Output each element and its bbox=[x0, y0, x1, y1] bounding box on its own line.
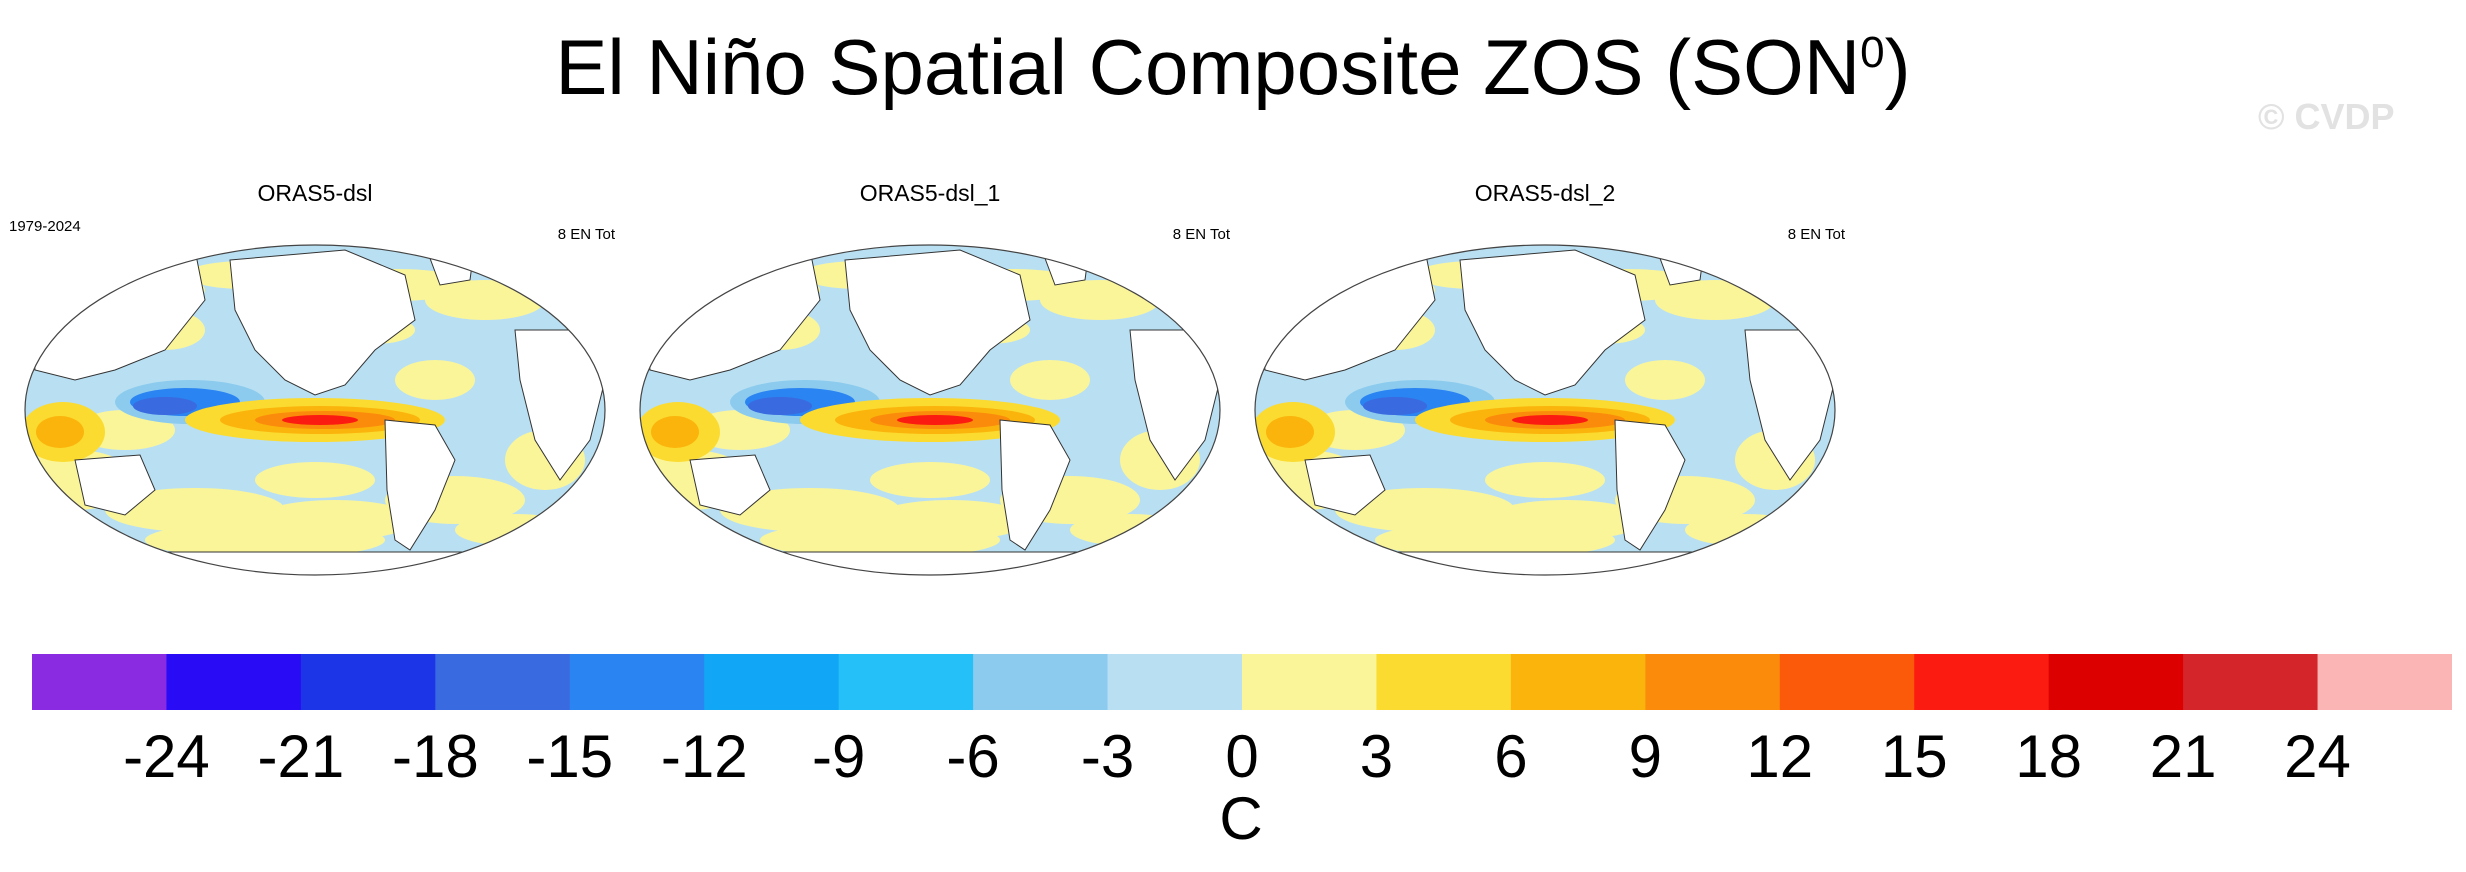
colorbar-swatch bbox=[1645, 654, 1781, 710]
colorbar-swatch bbox=[838, 654, 974, 710]
colorbar-tick-label: 18 bbox=[2015, 723, 2083, 790]
colorbar-swatch bbox=[300, 654, 436, 710]
map-frame bbox=[1254, 244, 1836, 576]
cvdp-watermark: © CVDP bbox=[2258, 96, 2395, 137]
colorbar-swatch bbox=[435, 654, 571, 710]
world-map bbox=[24, 244, 606, 576]
ocean-field bbox=[25, 245, 605, 575]
panel-count-label: 8 EN Tot bbox=[557, 226, 615, 243]
title-text: El Niño Spatial Composite ZOS (SON bbox=[555, 23, 1861, 111]
colorbar-tick-label: 15 bbox=[1880, 723, 1948, 790]
world-map bbox=[639, 244, 1221, 576]
map-frame bbox=[639, 244, 1221, 576]
colorbar-tick-label: -3 bbox=[1080, 723, 1135, 790]
map-frame bbox=[24, 244, 606, 576]
panel-title: ORAS5-dsl_1 bbox=[859, 180, 1001, 206]
colorbar-tick-label: -24 bbox=[123, 723, 210, 790]
map-panel-oras5-dsl-2: ORAS5-dsl_2 8 EN Tot bbox=[1245, 180, 1845, 580]
colorbar-swatch bbox=[2183, 654, 2319, 710]
colorbar-tick-label: 6 bbox=[1494, 723, 1528, 790]
colorbar-tick-label: -21 bbox=[257, 723, 345, 790]
panel-title: ORAS5-dsl bbox=[257, 180, 373, 206]
colorbar-swatch bbox=[1107, 654, 1243, 710]
colorbar-swatch bbox=[1376, 654, 1512, 710]
colorbar-unit-label: C bbox=[1219, 785, 1263, 852]
title-close: ) bbox=[1884, 23, 1911, 111]
colorbar-swatch bbox=[1242, 654, 1377, 710]
colorbar-swatch bbox=[1779, 654, 1915, 710]
colorbar-swatch bbox=[2317, 654, 2452, 710]
colorbar-tick-label: 12 bbox=[1746, 723, 1814, 790]
colorbar-swatch bbox=[166, 654, 302, 710]
colorbar-tick-label: -18 bbox=[391, 723, 479, 790]
colorbar-swatch bbox=[704, 654, 840, 710]
colorbar-swatch bbox=[32, 654, 167, 710]
title-superscript: 0 bbox=[1860, 28, 1885, 77]
map-panel-oras5-dsl-1: ORAS5-dsl_1 8 EN Tot bbox=[630, 180, 1230, 580]
colorbar-tick-label: -6 bbox=[946, 723, 1000, 790]
panel-period-label: 1979-2024 bbox=[9, 218, 81, 235]
colorbar-tick-label: -15 bbox=[526, 723, 614, 790]
colorbar-tick-label: -9 bbox=[811, 723, 866, 790]
colorbar-tick-label: 9 bbox=[1628, 723, 1663, 790]
colorbar-tick-label: 0 bbox=[1225, 723, 1259, 790]
ocean-field bbox=[640, 245, 1220, 575]
colorbar-swatch bbox=[2048, 654, 2184, 710]
colorbar-swatch bbox=[1510, 654, 1646, 710]
colorbar-tick-label: -12 bbox=[660, 723, 748, 790]
colorbar-tick-label: 21 bbox=[2149, 723, 2217, 790]
colorbar bbox=[32, 654, 2452, 710]
colorbar-swatch bbox=[1914, 654, 2050, 710]
panel-count-label: 8 EN Tot bbox=[1172, 226, 1230, 243]
colorbar-tick-label: 3 bbox=[1359, 723, 1394, 790]
figure-title: El Niño Spatial Composite ZOS (SON0) bbox=[0, 28, 2466, 106]
world-map bbox=[1254, 244, 1836, 576]
colorbar-ticks: -24 -21 -18 -15 -12 -9 -6 -3 0 3 6 9 12 15 18 21 24 bbox=[0, 722, 2466, 792]
panel-title: ORAS5-dsl_2 bbox=[1474, 180, 1616, 206]
colorbar-swatch bbox=[973, 654, 1109, 710]
map-panel-oras5-dsl: ORAS5-dsl 1979-2024 8 EN Tot bbox=[9, 180, 615, 580]
colorbar-tick-label: 24 bbox=[2284, 723, 2351, 790]
panel-count-label: 8 EN Tot bbox=[1787, 226, 1845, 243]
colorbar-swatch bbox=[569, 654, 705, 710]
ocean-field bbox=[1255, 245, 1835, 575]
